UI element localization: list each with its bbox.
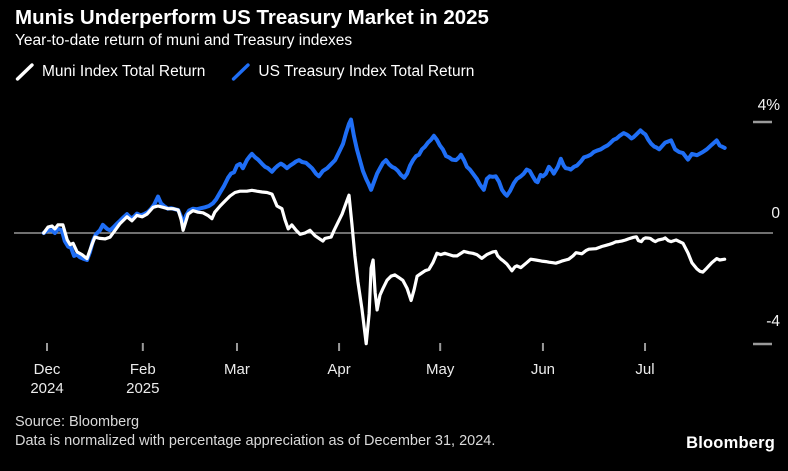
x-axis-year-label: 2024 xyxy=(30,380,64,397)
x-axis-label: May xyxy=(426,361,455,378)
treasury-series-swatch-icon xyxy=(232,63,251,81)
x-axis-label: Jun xyxy=(530,361,556,378)
x-axis-label: Dec 2024 xyxy=(11,360,83,398)
y-axis-label: 0 xyxy=(771,205,780,222)
source-text: Source: Bloomberg xyxy=(15,414,140,430)
muni-series-line xyxy=(42,188,727,346)
y-axis-label: 4% xyxy=(757,97,780,114)
legend-item-treasury: US Treasury Index Total Return xyxy=(231,62,474,82)
x-axis-label: Jul xyxy=(635,361,655,378)
legend-label-treasury: US Treasury Index Total Return xyxy=(258,63,475,80)
y-axis-label: -4 xyxy=(766,313,780,330)
chart-subtitle: Year-to-date return of muni and Treasury… xyxy=(15,32,353,49)
x-axis-label: Apr xyxy=(327,361,351,378)
x-axis-label: Feb 2025 xyxy=(107,360,179,398)
legend-item-muni: Muni Index Total Return xyxy=(15,62,205,82)
page-title: Munis Underperform US Treasury Market in… xyxy=(15,6,489,29)
x-axis-year-label: 2025 xyxy=(126,380,160,397)
legend-label-muni: Muni Index Total Return xyxy=(42,63,206,80)
bloomberg-logo: Bloomberg xyxy=(686,434,775,452)
muni-series-swatch-icon xyxy=(15,63,34,81)
treasury-series-line xyxy=(41,117,727,262)
x-axis-label: Mar xyxy=(224,361,250,378)
chart-legend: Muni Index Total Return US Treasury Inde… xyxy=(15,62,474,82)
footnote-text: Data is normalized with percentage appre… xyxy=(15,433,496,449)
